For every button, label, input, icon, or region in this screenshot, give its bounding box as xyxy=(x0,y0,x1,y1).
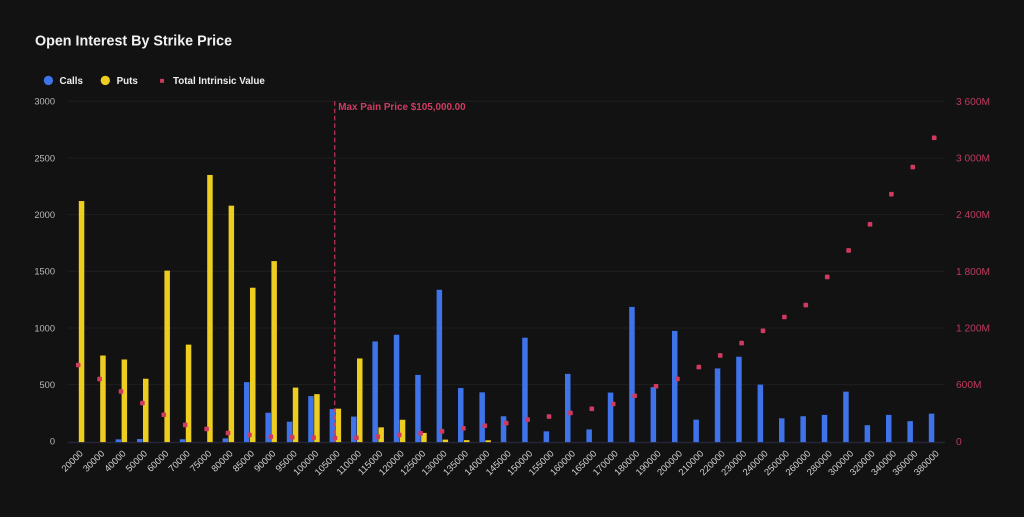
svg-text:3 000M: 3 000M xyxy=(956,154,990,165)
svg-text:500: 500 xyxy=(39,380,55,390)
svg-text:600M: 600M xyxy=(956,380,981,391)
svg-text:Calls: Calls xyxy=(60,76,84,87)
svg-text:1 200M: 1 200M xyxy=(956,324,990,335)
svg-text:3000: 3000 xyxy=(34,97,55,107)
svg-text:0: 0 xyxy=(50,437,55,447)
svg-text:Puts: Puts xyxy=(117,76,139,87)
svg-text:1500: 1500 xyxy=(34,267,55,277)
svg-text:2 400M: 2 400M xyxy=(956,210,990,221)
svg-text:Total Intrinsic Value: Total Intrinsic Value xyxy=(173,76,265,87)
svg-text:1 800M: 1 800M xyxy=(956,267,990,278)
svg-text:3 600M: 3 600M xyxy=(956,97,990,108)
svg-text:Open Interest By Strike Price: Open Interest By Strike Price xyxy=(35,34,232,50)
svg-text:Max Pain Price $105,000.00: Max Pain Price $105,000.00 xyxy=(338,102,466,113)
svg-text:2500: 2500 xyxy=(34,153,55,163)
svg-text:2000: 2000 xyxy=(34,210,55,220)
svg-text:1000: 1000 xyxy=(34,323,55,333)
svg-text:0: 0 xyxy=(956,437,962,448)
